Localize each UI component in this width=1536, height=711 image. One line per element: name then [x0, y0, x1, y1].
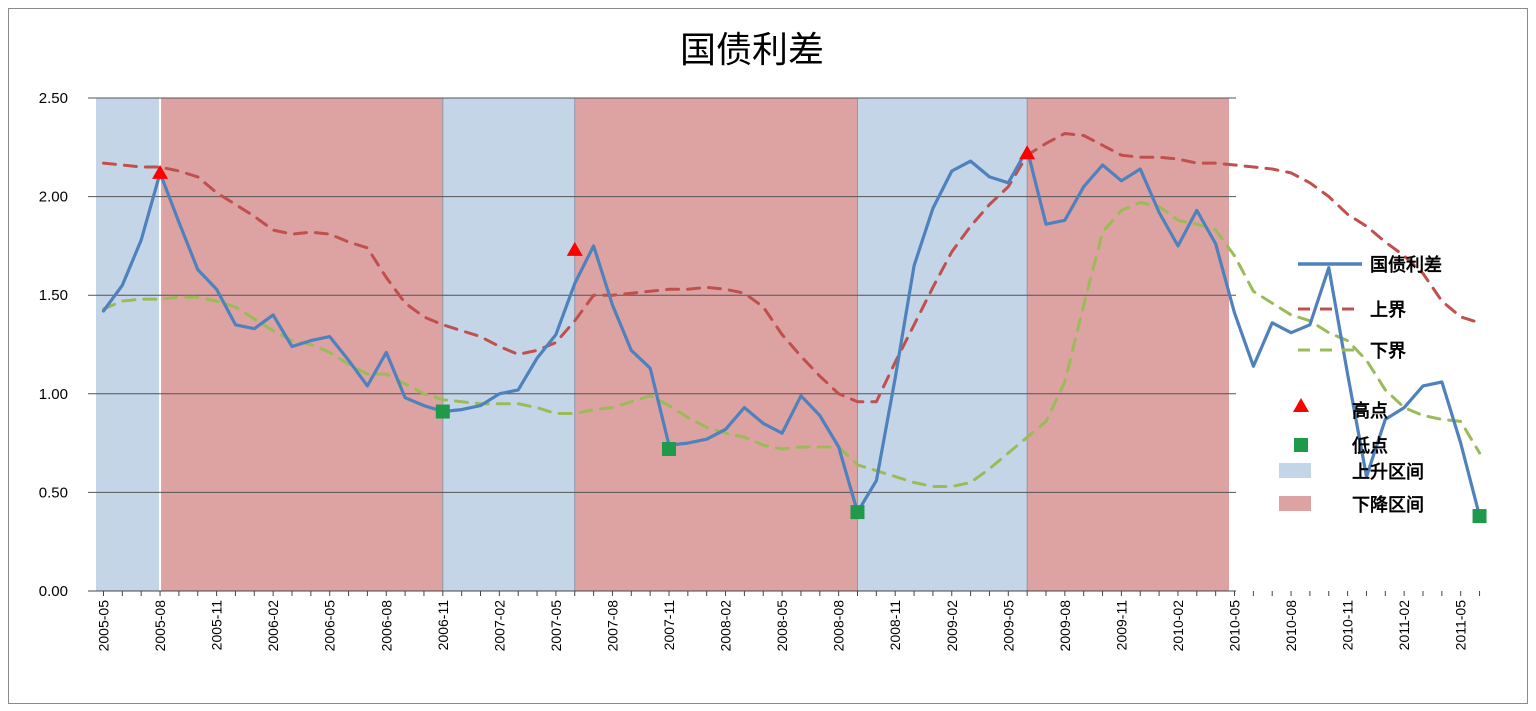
legend-swatch-rect: [1279, 463, 1311, 478]
chart-title: 国债利差: [680, 30, 824, 71]
x-tick-label: 2007-11: [661, 600, 677, 651]
high-point-marker: [566, 241, 583, 256]
series-line-lower-bound: [102, 201, 1482, 488]
high-point-marker: [152, 164, 169, 179]
x-tick-label: 2009-05: [1000, 600, 1016, 652]
y-tick-label: 0.00: [39, 583, 68, 600]
x-tick-label: 2007-02: [491, 600, 507, 652]
legend-swatch-triangle: [1293, 398, 1309, 412]
x-tick-label: 2007-05: [548, 600, 564, 652]
legend-label: 高点: [1352, 400, 1388, 422]
x-tick-label: 2010-02: [1170, 600, 1186, 652]
x-tick-label: 2011-05: [1453, 600, 1469, 651]
legend-label: 国债利差: [1370, 254, 1442, 276]
y-tick-label: 1.00: [39, 386, 68, 403]
x-tick-label: 2008-05: [774, 600, 790, 652]
rise-region: [857, 98, 1028, 591]
x-tick-label: 2011-02: [1396, 600, 1412, 651]
legend-label: 下界: [1370, 341, 1406, 362]
y-axis: 0.00 0.50 1.00 1.50 2.00 2.50: [39, 90, 68, 600]
x-tick-label: 2007-08: [604, 600, 620, 652]
x-tick-label: 2006-11: [435, 600, 451, 651]
x-tick-label: 2008-11: [887, 600, 903, 651]
legend-swatch-rect: [1279, 496, 1311, 511]
legend-swatch-square: [1294, 438, 1308, 452]
x-tick-label: 2009-02: [944, 600, 960, 652]
high-point-marker: [1019, 145, 1036, 160]
x-axis: 2005-05 2005-08 2005-11 2006-02 2006-05 2006-…: [88, 590, 1481, 652]
x-tick-label: 2008-02: [718, 600, 734, 652]
series-line-spread: [101, 147, 1482, 518]
x-tick-label: 2010-05: [1227, 600, 1243, 652]
x-tick-label: 2009-11: [1113, 600, 1129, 651]
x-tick-label: 2006-05: [322, 600, 338, 652]
x-tick-label: 2010-11: [1340, 600, 1356, 651]
y-tick-label: 1.50: [39, 287, 68, 304]
regions-layer: [96, 98, 1229, 591]
fall-region: [574, 98, 858, 591]
rise-region: [96, 98, 161, 591]
fall-region: [1027, 98, 1229, 591]
series-line-upper-bound: [102, 132, 1482, 404]
legend-label: 低点: [1351, 435, 1388, 457]
x-tick-label: 2006-02: [265, 600, 281, 652]
x-tick-label: 2008-08: [831, 600, 847, 652]
x-tick-label: 2005-05: [96, 600, 112, 652]
legend-label: 下降区间: [1352, 494, 1424, 516]
x-tick-label: 2010-08: [1283, 600, 1299, 652]
y-tick-label: 0.50: [39, 484, 68, 501]
low-point-marker: [435, 404, 450, 419]
y-tick-label: 2.00: [39, 189, 68, 206]
x-tick-label: 2005-11: [209, 600, 225, 651]
x-tick-label: 2006-08: [378, 600, 394, 652]
x-tick-label: 2005-08: [152, 600, 168, 652]
x-tick-label: 2009-08: [1057, 600, 1073, 652]
legend-label: 上升区间: [1352, 462, 1424, 483]
series-layer: [101, 132, 1482, 518]
markers-layer: [152, 145, 1487, 524]
low-point-marker: [662, 442, 676, 457]
y-tick-label: 2.50: [39, 90, 68, 107]
low-point-marker: [850, 505, 865, 520]
legend-label: 上界: [1370, 300, 1406, 321]
low-point-marker: [1472, 509, 1487, 524]
